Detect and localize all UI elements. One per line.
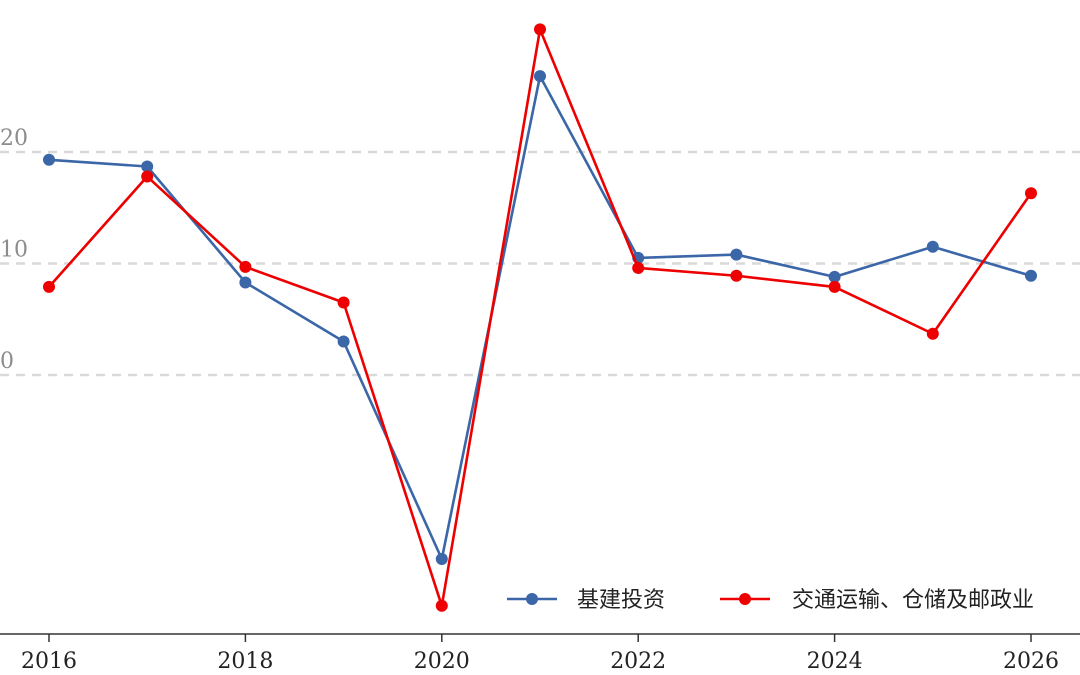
data-point bbox=[239, 276, 252, 289]
x-tick-label: 2024 bbox=[807, 649, 863, 674]
data-point bbox=[435, 552, 448, 565]
legend-swatch-marker bbox=[526, 593, 538, 605]
data-point bbox=[1025, 187, 1037, 200]
grid: 0 10 20 bbox=[0, 126, 1080, 377]
x-tick-label: 2018 bbox=[217, 649, 273, 674]
data-point bbox=[435, 599, 448, 612]
data-point bbox=[337, 296, 350, 309]
data-point bbox=[239, 260, 252, 273]
data-point bbox=[828, 280, 841, 293]
data-point bbox=[141, 170, 154, 183]
y-tick-label: 20 bbox=[0, 126, 28, 151]
x-tick-label: 2020 bbox=[414, 649, 470, 674]
data-point bbox=[43, 280, 55, 293]
x-tick-label: 2022 bbox=[610, 649, 666, 674]
x-axis: 2016 2018 2020 2022 2024 2026 bbox=[0, 633, 1080, 674]
data-point bbox=[141, 160, 154, 173]
x-tick-label: 2016 bbox=[21, 649, 77, 674]
data-point bbox=[43, 153, 55, 166]
data-point bbox=[730, 248, 743, 261]
data-point bbox=[926, 240, 939, 253]
data-point bbox=[1025, 269, 1037, 282]
data-point bbox=[534, 70, 546, 83]
legend: 基建投资 交通运输、仓储及邮政业 bbox=[507, 588, 1034, 613]
y-tick-label: 10 bbox=[0, 238, 28, 263]
data-point bbox=[632, 261, 645, 274]
data-point bbox=[828, 270, 841, 283]
data-point bbox=[730, 269, 743, 282]
series-line-1 bbox=[48, 28, 1033, 608]
series-line-0 bbox=[48, 74, 1032, 561]
legend-swatch-marker bbox=[739, 593, 751, 605]
series-layer bbox=[43, 23, 1037, 612]
legend-label: 基建投资 bbox=[577, 588, 665, 613]
y-tick-label: 0 bbox=[0, 349, 14, 374]
data-point bbox=[926, 327, 939, 340]
x-tick-label: 2026 bbox=[1003, 649, 1059, 674]
data-point bbox=[337, 335, 350, 348]
data-point bbox=[534, 23, 546, 36]
legend-label: 交通运输、仓储及邮政业 bbox=[792, 588, 1034, 613]
